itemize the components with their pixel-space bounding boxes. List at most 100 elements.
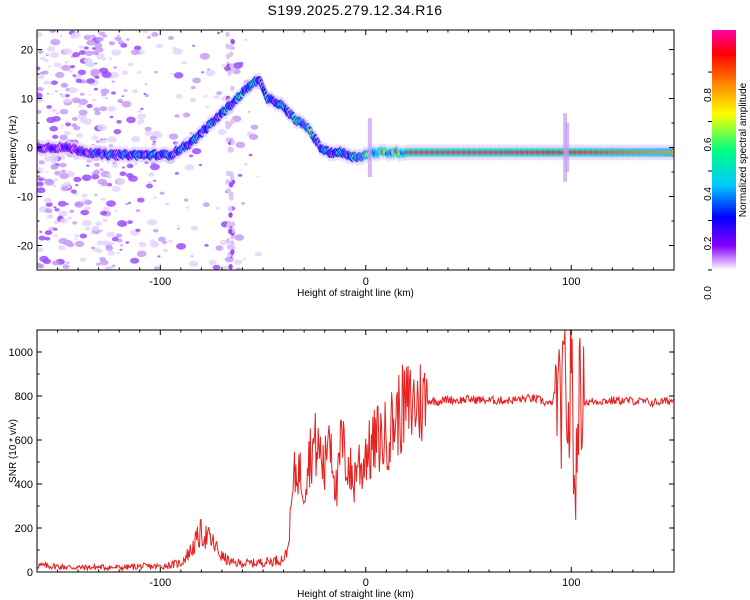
speckle (69, 209, 75, 213)
speckle (227, 146, 232, 153)
speckle (147, 219, 158, 226)
speckle (162, 240, 167, 244)
speckle (101, 93, 107, 97)
speckle (123, 89, 128, 92)
speckle (68, 87, 78, 94)
speckle (228, 228, 233, 235)
speckle (256, 175, 260, 178)
speckle (84, 206, 91, 211)
speckle (60, 127, 64, 129)
speckle (91, 50, 98, 55)
speckle (230, 249, 235, 255)
speckle (86, 164, 90, 167)
x-tick-label: 100 (562, 276, 580, 288)
speckle (72, 52, 81, 58)
speckle (226, 170, 231, 177)
ridge (37, 72, 674, 182)
speckle (84, 46, 89, 50)
speckle (86, 78, 95, 84)
speckle (44, 230, 53, 236)
speckle (117, 220, 127, 227)
speckle (146, 183, 153, 189)
speckle (235, 267, 242, 270)
speckle (202, 202, 210, 207)
speckle (94, 193, 98, 196)
speckle (38, 160, 45, 165)
speckle (159, 191, 165, 195)
speckle (119, 171, 127, 176)
speckle (115, 233, 123, 238)
speckle (181, 61, 187, 65)
x-tick-label: -100 (149, 276, 171, 288)
speckle (175, 94, 183, 99)
speckle (59, 93, 63, 95)
speckle (221, 63, 227, 68)
speckle (168, 133, 179, 140)
speckle (151, 142, 156, 146)
plot-frame (36, 29, 675, 271)
speckle (49, 30, 56, 33)
speckle (37, 177, 44, 182)
speckle (173, 72, 184, 79)
speckle (78, 98, 88, 106)
speckle (61, 64, 71, 71)
speckle (201, 71, 205, 74)
plot-background (37, 330, 674, 572)
speckle (184, 164, 195, 171)
speckle (131, 136, 141, 143)
speckle (244, 38, 248, 41)
speckle (52, 184, 57, 188)
speckle (90, 231, 94, 235)
speckle (37, 247, 44, 252)
speckle (59, 134, 68, 141)
speckle (61, 124, 65, 127)
speckle (37, 181, 44, 187)
speckle (79, 50, 87, 55)
speckle (80, 209, 90, 216)
speckle (44, 208, 53, 214)
speckle (188, 260, 199, 268)
speckle (81, 193, 88, 198)
speckle (96, 248, 103, 253)
speckle (238, 61, 244, 66)
speckle (176, 224, 180, 227)
speckle (46, 105, 52, 109)
speckle (38, 50, 44, 54)
speckle (164, 202, 170, 206)
speckle (142, 30, 149, 34)
speckle (45, 54, 49, 57)
speckle (100, 197, 106, 201)
speckle (170, 72, 174, 75)
speckle (120, 43, 128, 48)
chart-title: S199.2025.279.12.34.R16 (267, 2, 443, 18)
speckle (174, 114, 180, 118)
speckle (53, 62, 62, 68)
speckle (52, 260, 60, 266)
speckle (50, 38, 61, 46)
speckle (90, 68, 100, 76)
speckle (191, 148, 202, 155)
speckle (58, 210, 68, 217)
speckle (86, 39, 96, 46)
speckle (229, 63, 234, 69)
speckle (79, 233, 88, 239)
speckle (135, 228, 141, 232)
speckle (97, 178, 107, 185)
speckle (111, 91, 116, 95)
speckle (152, 140, 156, 143)
speckle (168, 36, 174, 40)
speckle (43, 80, 50, 85)
speckle (229, 172, 234, 178)
speckle (151, 130, 161, 138)
speckle (61, 186, 69, 192)
speckle (100, 138, 103, 141)
colorbar: 0.0 0.2 0.4 0.6 0.8 Normalized spectral ampli… (703, 30, 749, 300)
speckle (148, 181, 152, 184)
speckle (225, 137, 230, 143)
speckle (91, 98, 97, 102)
speckle (94, 42, 103, 48)
speckle (136, 70, 142, 74)
speckle (144, 131, 153, 136)
